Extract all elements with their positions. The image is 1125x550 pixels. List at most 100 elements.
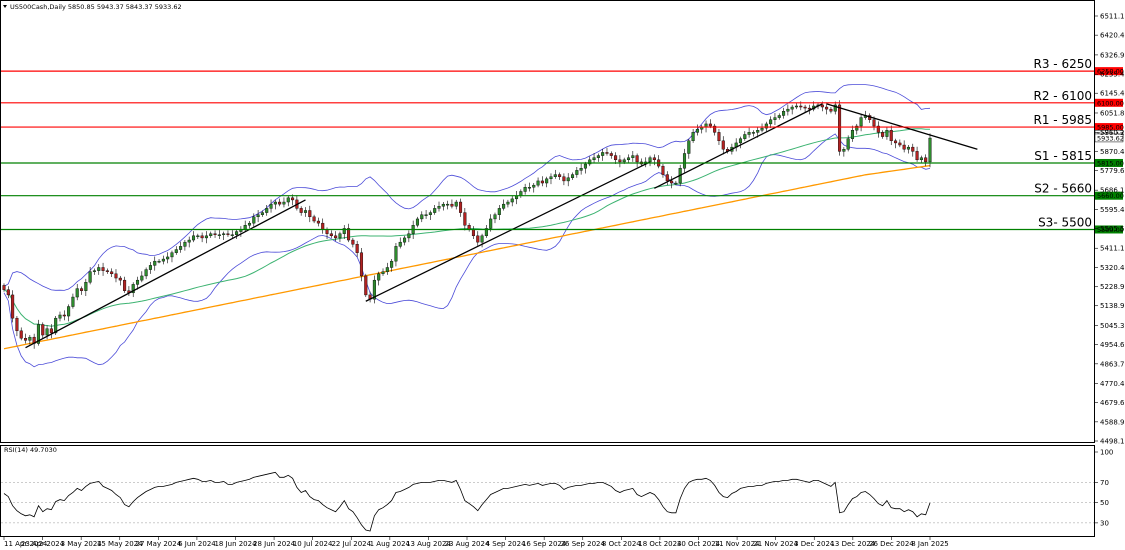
level-price-tag <box>1095 225 1123 234</box>
candle-body <box>110 271 114 275</box>
candle-body <box>41 324 45 336</box>
candle-body <box>398 241 402 247</box>
candle <box>876 121 880 138</box>
candle <box>377 271 381 286</box>
candle-body <box>674 182 678 185</box>
candle-body <box>49 328 53 334</box>
candle-body <box>583 163 587 169</box>
price-tick-label: 5411.15 <box>1100 245 1125 253</box>
candle-body <box>906 146 910 150</box>
candle-body <box>807 107 811 110</box>
candle-body <box>75 288 79 298</box>
candle-body <box>601 152 605 156</box>
candle-body <box>471 229 475 237</box>
candle <box>476 231 480 247</box>
uptrend-line-3 <box>654 103 823 189</box>
candle-body <box>825 106 829 110</box>
date-tick-label: 4 Sep 2024 <box>486 540 526 548</box>
rsi-label: RSI(14) 49.7030 <box>4 446 57 454</box>
candle <box>480 233 484 248</box>
candle <box>743 131 747 141</box>
candle-body <box>769 119 773 125</box>
candle-body <box>428 212 432 215</box>
candle-body <box>782 111 786 116</box>
candle-body <box>476 235 480 243</box>
level-price-tag <box>1095 158 1123 167</box>
candle-body <box>131 284 135 294</box>
candle <box>906 145 910 154</box>
candle <box>618 155 622 168</box>
candle <box>260 210 264 217</box>
candle-body <box>174 249 178 253</box>
candle-body <box>919 157 923 161</box>
candle <box>273 199 277 210</box>
candle-body <box>596 155 600 158</box>
candle <box>510 195 514 207</box>
candle <box>850 125 855 142</box>
candle <box>359 248 364 282</box>
candle-body <box>415 218 419 226</box>
candle <box>902 140 906 153</box>
price-tick-label: 4770.40 <box>1100 380 1125 388</box>
candle <box>635 153 639 168</box>
candle-body <box>794 105 799 108</box>
candle-body <box>786 108 790 112</box>
candle <box>842 147 846 157</box>
price-tick-label: 5505.50 <box>1100 225 1125 233</box>
candle-body <box>855 125 859 131</box>
candle <box>484 225 488 238</box>
candle <box>614 152 618 165</box>
date-tick-label: 8 Oct 2024 <box>602 540 641 548</box>
candle <box>773 112 777 125</box>
candle <box>183 240 187 251</box>
candle-body <box>872 119 876 127</box>
price-tick-label: 6145.40 <box>1100 90 1125 98</box>
candle <box>493 212 497 224</box>
candle <box>605 147 609 156</box>
candle <box>609 151 613 159</box>
price-tick-label: 4863.70 <box>1100 360 1125 368</box>
level-label: S3- 5500 <box>1038 215 1092 229</box>
moving-averages <box>3 128 931 350</box>
candle-body <box>235 231 239 235</box>
level-price-tag-text: 5660.00 <box>1097 192 1124 200</box>
rsi-path <box>3 471 931 532</box>
candle <box>97 264 101 275</box>
price-tick-label: 6511.15 <box>1100 13 1125 21</box>
candle-body <box>273 201 277 205</box>
candle <box>62 310 66 321</box>
date-tick-label: 27 May 2024 <box>136 540 182 548</box>
candle-body <box>92 270 96 272</box>
candle <box>204 231 208 244</box>
candle-body <box>609 153 613 156</box>
candle-body <box>58 314 62 319</box>
candle <box>110 268 114 277</box>
candle <box>738 136 743 149</box>
candle <box>674 180 678 186</box>
candle <box>170 250 174 263</box>
candle-body <box>894 140 898 144</box>
candle <box>420 211 424 223</box>
price-tick-label: 6235.45 <box>1100 71 1125 79</box>
date-tick-label: 22 Jul 2024 <box>331 540 371 548</box>
candle <box>11 290 15 323</box>
candle-body <box>183 241 187 247</box>
candle <box>536 177 540 188</box>
candle-body <box>355 244 359 253</box>
candle <box>898 139 902 148</box>
candle <box>338 231 342 243</box>
candle <box>441 202 445 211</box>
candle <box>179 241 183 253</box>
candle-body <box>540 180 544 184</box>
candle-body <box>570 174 575 178</box>
candle-body <box>148 265 152 270</box>
main-panel: R3 - 6250 6250.00 R2 - 6100 6100.00 R1 - 598… <box>0 0 1124 443</box>
candle-body <box>553 174 557 177</box>
candle <box>717 128 721 146</box>
rsi-tick-label: 50 <box>1100 499 1109 507</box>
candle <box>596 153 600 162</box>
bollinger-bands <box>3 84 931 368</box>
candle <box>713 123 717 136</box>
candles <box>2 100 932 349</box>
candle <box>6 286 10 299</box>
